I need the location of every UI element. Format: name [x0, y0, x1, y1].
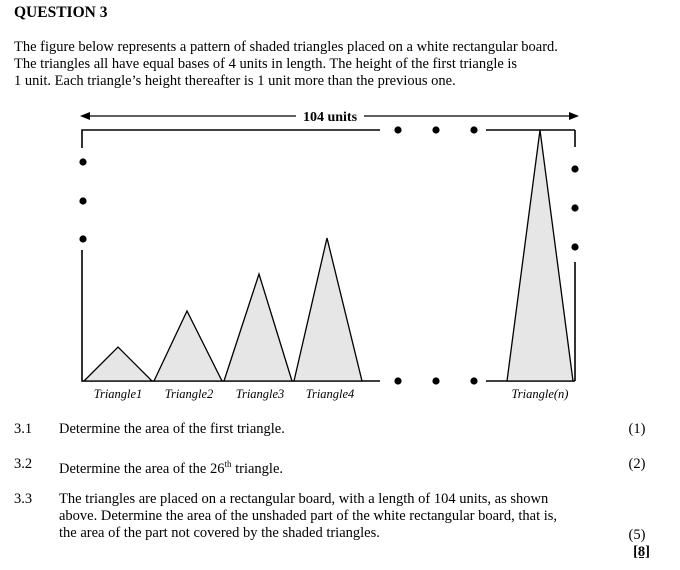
subquestion-line: the area of the part not covered by the …: [59, 525, 380, 541]
marks-label: (2): [628, 456, 646, 472]
subquestion-line: The triangles are placed on a rectangula…: [59, 491, 549, 507]
ordinal-superscript: th: [224, 459, 232, 469]
subquestion-line: above. Determine the area of the unshade…: [59, 508, 558, 524]
continuation-dots: [79, 126, 579, 385]
subquestion-number: 3.3: [14, 491, 33, 507]
marks-label: (5): [628, 527, 646, 543]
triangle-2: [152, 309, 224, 382]
intro-line: The triangles all have equal bases of 4 …: [14, 56, 518, 72]
subquestion-text: Determine the area of the 26th triangle.: [59, 456, 619, 478]
triangle-label: Triangle3: [236, 387, 285, 401]
subquestion-text-after: triangle.: [231, 460, 284, 477]
subquestion-text: The triangles are placed on a rectangula…: [59, 491, 619, 542]
subquestion-line: Determine the area of the first triangle…: [59, 421, 285, 437]
total-marks: [8]: [633, 544, 650, 560]
triangle-n: [506, 129, 574, 382]
subquestion-line: Determine the area of the 26th triangle.: [59, 456, 619, 478]
triangle-label: Triangle2: [165, 387, 214, 401]
intro-line: The figure below represents a pattern of…: [14, 39, 558, 55]
question-heading: QUESTION 3: [14, 4, 108, 21]
intro-line: 1 unit. Each triangle’s height thereafte…: [14, 73, 456, 89]
subquestion-text-before: Determine the area of the 26: [59, 460, 225, 477]
triangle-label: Triangle4: [306, 387, 355, 401]
triangle-label: Triangle(n): [512, 387, 569, 401]
triangle-label: Triangle1: [94, 387, 143, 401]
length-dimension-arrow: 104 units: [80, 110, 579, 125]
triangle-1: [82, 346, 154, 382]
triangle-pattern-figure: 104 units Triangle1 Triangle2 Triangle3: [79, 110, 579, 401]
subquestion-number: 3.2: [14, 456, 33, 472]
subquestion-text: Determine the area of the first triangle…: [59, 421, 619, 438]
length-label: 104 units: [303, 110, 358, 125]
question-intro: The figure below represents a pattern of…: [14, 39, 654, 90]
shaded-triangles: [82, 129, 574, 382]
marks-label: (1): [628, 421, 646, 437]
triangle-3: [223, 271, 293, 382]
triangle-4: [293, 237, 363, 382]
subquestion-number: 3.1: [14, 421, 33, 437]
